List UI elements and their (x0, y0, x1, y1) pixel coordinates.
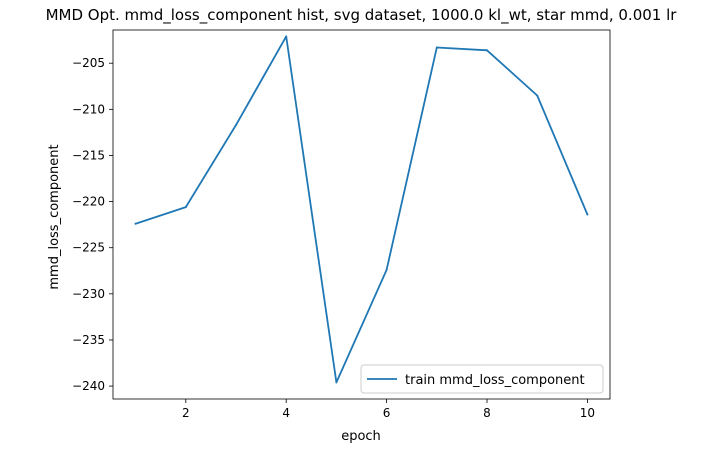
data-point (335, 381, 338, 384)
y-tick-label: −210 (72, 102, 105, 116)
x-tick-label: 4 (282, 406, 290, 420)
x-tick-label: 10 (580, 406, 595, 420)
x-tick-label: 2 (182, 406, 190, 420)
y-axis: −240 −235 −230 −225 −220 −215 −210 −205 (72, 56, 113, 393)
x-tick-label: 6 (383, 406, 391, 420)
y-tick-label: −240 (72, 379, 105, 393)
legend-label: train mmd_loss_component (405, 373, 585, 388)
plot-area: 2 4 6 8 10 −240 −235 −230 −225 −220 −215 −210 −205 (72, 29, 611, 420)
y-tick-label: −225 (72, 241, 105, 255)
data-point (486, 49, 489, 52)
y-tick-label: −205 (72, 56, 105, 70)
chart-title: MMD Opt. mmd_loss_component hist, svg da… (46, 6, 678, 25)
data-point (134, 222, 137, 225)
legend: train mmd_loss_component (360, 364, 604, 394)
plot-frame (112, 29, 611, 400)
legend-box (360, 364, 604, 394)
data-point (435, 46, 438, 49)
data-point (385, 268, 388, 271)
y-axis-label: mmd_loss_component (47, 144, 62, 289)
data-point (536, 94, 539, 97)
x-axis: 2 4 6 8 10 (182, 399, 595, 420)
y-tick-label: −235 (72, 333, 105, 347)
x-axis-label: epoch (341, 429, 381, 444)
series-layer (134, 35, 589, 384)
x-tick-label: 8 (483, 406, 491, 420)
y-tick-label: −215 (72, 148, 105, 162)
data-point (285, 35, 288, 38)
data-point (234, 124, 237, 127)
y-tick-label: −220 (72, 195, 105, 209)
data-point (586, 213, 589, 216)
y-tick-label: −230 (72, 287, 105, 301)
series-line (134, 35, 589, 384)
data-point (184, 206, 187, 209)
